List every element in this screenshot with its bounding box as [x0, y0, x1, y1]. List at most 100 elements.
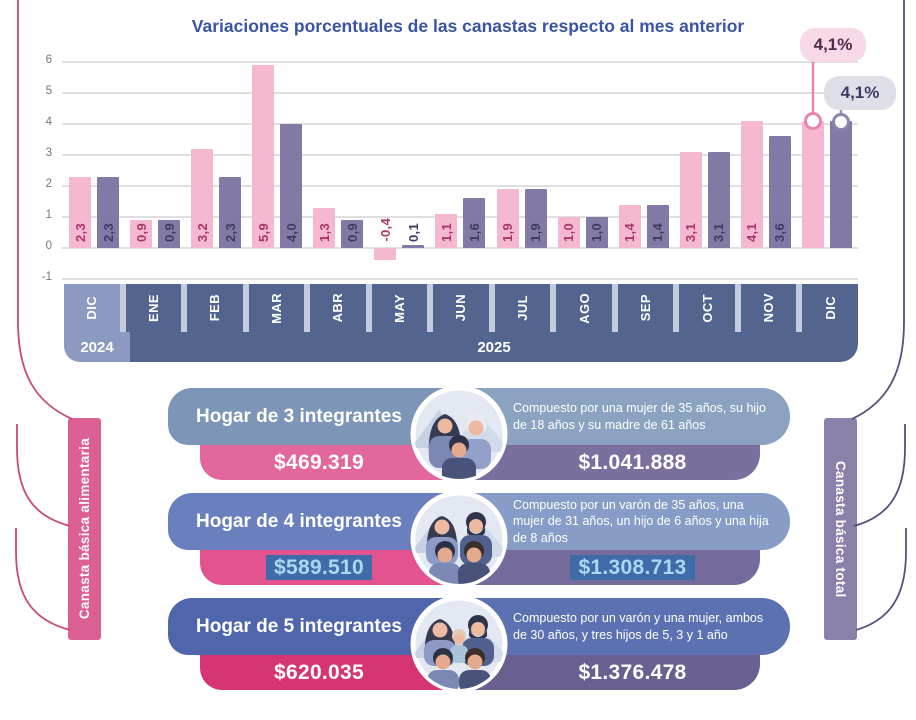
y-axis-tick: 6 [45, 54, 52, 66]
bar-value-label-wrap: 1,9 [497, 223, 519, 242]
bar-value-label-wrap: 3,6 [769, 223, 791, 242]
bar-value-label-wrap: 1,6 [463, 223, 485, 242]
bar-cbt-dic [97, 177, 119, 248]
bar-value-label-wrap: 2,3 [69, 223, 91, 242]
bar-value-label-wrap: 4,0 [280, 223, 302, 242]
bar-cba-sep [618, 205, 641, 248]
bar-value-label-wrap: 1,4 [619, 223, 641, 242]
bar-group-jul: 1,9 1,9 [492, 0, 553, 248]
bar-value-label: 0,9 [161, 223, 177, 242]
bar-value-label: 1,9 [500, 223, 516, 242]
bar-value-label: -0,4 [377, 218, 393, 242]
bar-value-label-wrap: 1,1 [435, 223, 457, 242]
cbt-point-marker [832, 113, 850, 131]
month-label-abr: ABR [310, 284, 366, 332]
household-4-cbt-value: $1.308.713 [570, 554, 695, 580]
bar-group-dic [797, 0, 858, 248]
household-row-5: Hogar de 5 integrantes $620.035 Compuest… [0, 595, 916, 694]
bar-value-label: 3,1 [711, 223, 727, 242]
bar-cbt-abr [341, 220, 364, 248]
bar-group-nov: 4,1 3,6 [736, 0, 797, 248]
bar-value-label-wrap: 3,1 [680, 223, 702, 242]
gridline [62, 185, 858, 187]
bar-value-label-wrap: 2,3 [97, 223, 119, 242]
bar-cbt-mar [280, 124, 303, 248]
bar-group-oct: 3,1 3,1 [675, 0, 736, 248]
bar-value-label: 4,0 [283, 223, 299, 242]
bar-value-label-wrap: 1,3 [313, 223, 335, 242]
gridline [62, 278, 858, 280]
bar-group-feb: 3,2 2,3 [186, 0, 247, 248]
bar-value-label-wrap: 1,9 [525, 223, 547, 242]
month-label-may: MAY [371, 284, 428, 332]
gridline [62, 61, 858, 63]
bar-value-label-wrap: 0,9 [341, 223, 363, 242]
bar-cbt-sep [646, 205, 669, 248]
family-5-illustration [409, 594, 509, 694]
bar-value-label-wrap: 3,1 [708, 223, 730, 242]
bars: 2,3 2,3 0,9 0,9 3,2 2,3 5,9 4,0 1,3 0,9 -0,4 0,1 1,1… [64, 0, 858, 260]
y-axis-tick: 3 [45, 147, 52, 159]
bar-value-label-wrap: 4,1 [741, 223, 763, 242]
family-3-illustration [409, 384, 509, 484]
bar-cbt-dic [829, 121, 852, 248]
gridline [62, 92, 858, 94]
bar-value-label: 0,1 [405, 223, 421, 242]
bar-value-label-wrap: 5,9 [252, 223, 274, 242]
household-row-4: Hogar de 4 integrantes $589.510 Compuest… [0, 490, 916, 589]
bar-value-label-wrap: 0,9 [158, 223, 180, 242]
bar-group-dic: 2,3 2,3 [64, 0, 125, 248]
bar-value-label-wrap: 1,0 [558, 223, 580, 242]
month-label-ene: ENE [125, 284, 182, 332]
month-label-ago: AGO [556, 284, 612, 332]
bar-cba-dic [801, 121, 824, 248]
y-axis-tick: 0 [45, 240, 52, 252]
bar-cba-jun [435, 214, 458, 248]
month-label-sep: SEP [617, 284, 674, 332]
month-label-jul: JUL [494, 284, 551, 332]
bar-value-label: 1,0 [561, 223, 577, 242]
bar-value-label-wrap: 0,9 [130, 223, 152, 242]
month-label-nov: NOV [740, 284, 797, 332]
y-axis-tick: 2 [45, 178, 52, 190]
bar-value-label-wrap: 1,4 [647, 223, 669, 242]
cba-side-label: Canasta básica alimentaria [68, 418, 101, 640]
household-5-left-card: Hogar de 5 integrantes $620.035 [168, 598, 468, 690]
y-axis-tick: 5 [45, 85, 52, 97]
family-4-illustration [409, 489, 509, 589]
year-2025: 2025 [130, 332, 858, 362]
year-band: 2024 2025 [64, 332, 858, 362]
bar-value-label: 0,9 [133, 223, 149, 242]
bar-value-label: 1,3 [316, 223, 332, 242]
bar-cbt-oct [707, 152, 730, 248]
bar-cbt-ene [158, 220, 181, 248]
bar-group-may: -0,4 0,1 [369, 0, 430, 260]
bar-value-label: 1,1 [438, 223, 454, 242]
bar-value-label-wrap: 2,3 [219, 223, 241, 242]
bar-value-label: 2,3 [222, 223, 238, 242]
chart-title: Variaciones porcentuales de las canastas… [191, 16, 745, 36]
bar-cba-dic [69, 177, 91, 248]
bar-value-label: 4,1 [744, 223, 760, 242]
month-label-dic: DIC [64, 284, 120, 332]
bar-value-label-wrap: 0,1 [402, 223, 424, 242]
bar-value-label: 3,6 [772, 223, 788, 242]
household-5-description: Compuesto por un varón y una mujer, ambo… [513, 611, 764, 642]
cba-callout: 4,1% [800, 28, 866, 62]
bar-cba-nov [740, 121, 763, 248]
bar-cba-ago [557, 217, 580, 248]
cba-point-marker [804, 112, 822, 130]
household-3-title: Hogar de 3 integrantes [196, 405, 402, 427]
month-label-mar: MAR [248, 284, 305, 332]
bar-value-label: 1,0 [589, 223, 605, 242]
household-3-description: Compuesto por una mujer de 35 años, su h… [513, 401, 766, 432]
bar-group-ene: 0,9 0,9 [125, 0, 186, 248]
bar-group-abr: 1,3 0,9 [308, 0, 369, 248]
gridline [62, 216, 858, 218]
bar-cba-feb [191, 149, 214, 248]
bar-value-label: 1,6 [466, 223, 482, 242]
bar-cbt-ago [585, 217, 608, 248]
bar-value-label-wrap: 3,2 [191, 223, 213, 242]
household-4-cba-value: $589.510 [266, 554, 372, 580]
